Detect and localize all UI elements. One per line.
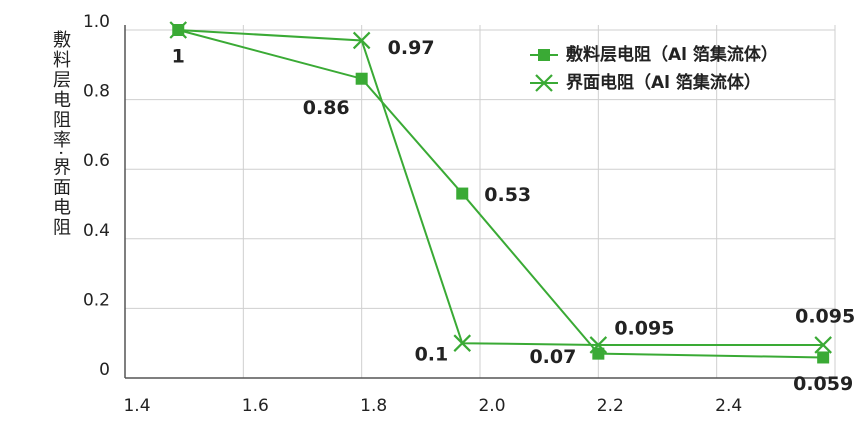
data-label: 0.07 [529,346,576,368]
data-label: 0.095 [795,305,855,327]
legend-label: 界面电阻（Al 箔集流体） [566,72,761,93]
marker [352,31,371,50]
y-tick-label: 1.0 [83,12,110,32]
data-label: 0.059 [793,373,853,395]
data-label: 0.095 [614,317,674,339]
y-tick-label: 0.6 [83,151,110,171]
data-label: 0.1 [415,344,449,366]
legend-label: 敷料层电阻（Al 箔集流体） [566,44,778,65]
marker [453,334,472,352]
marker [814,336,832,354]
legend-marker [538,49,550,61]
y-tick-label: 0 [99,360,110,380]
marker [456,187,469,200]
y-tick-label: 0.8 [83,82,110,102]
data-label: 0.86 [303,97,350,119]
marker [592,347,605,360]
marker [817,351,830,364]
data-label: 0.53 [484,184,531,206]
x-tick-label: 1.4 [123,396,150,416]
y-axis-label: 敷料层电阻率·界面电阻 [50,30,71,238]
x-tick-label: 2.4 [715,396,742,416]
data-label: 1 [172,46,185,68]
x-tick-label: 1.8 [360,396,387,416]
data-label: 0.97 [388,37,435,59]
x-tick-label: 2.0 [478,396,505,416]
marker [169,21,188,39]
x-tick-label: 2.2 [597,396,624,416]
y-tick-label: 0.4 [83,221,110,241]
marker [355,72,368,85]
x-tick-label: 1.6 [242,396,269,416]
legend-marker [535,74,553,92]
marker [589,336,608,354]
y-tick-label: 0.2 [83,290,110,310]
